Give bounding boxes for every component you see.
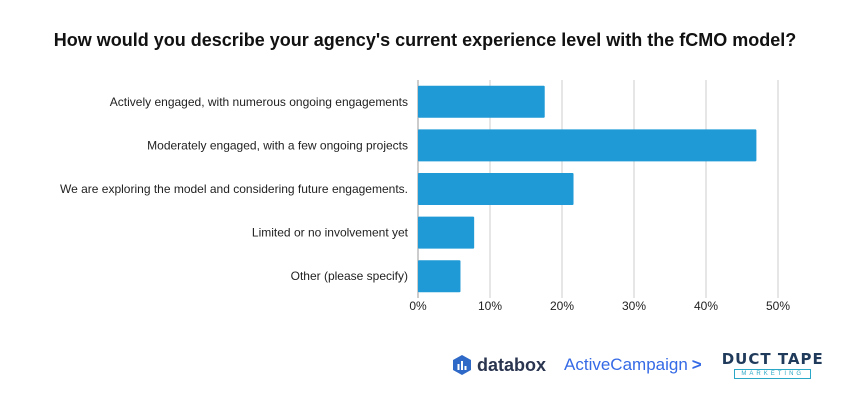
category-label: Actively engaged, with numerous ongoing …	[110, 95, 408, 109]
duct-tape-logo-text: DUCT TAPE	[721, 349, 824, 368]
bar	[418, 85, 545, 118]
x-tick-label: 20%	[550, 299, 574, 313]
x-tick-label: 30%	[622, 299, 646, 313]
x-tick-label: 40%	[694, 299, 718, 313]
bar	[418, 173, 574, 205]
bar-chart: Actively engaged, with numerous ongoing …	[60, 80, 790, 313]
bar	[418, 216, 475, 249]
x-tick-label: 10%	[478, 299, 502, 313]
x-tick-labels: 0% 10% 20% 30% 40% 50%	[409, 299, 790, 313]
x-tick-label: 0%	[409, 299, 427, 313]
category-label: Other (please specify)	[291, 269, 408, 283]
bar	[418, 260, 461, 293]
duct-tape-marketing-logo: DUCT TAPE MARKETING	[721, 349, 824, 379]
chart-title: How would you describe your agency's cur…	[53, 30, 797, 50]
chevron-right-icon: >	[691, 355, 702, 374]
category-label: Moderately engaged, with a few ongoing p…	[147, 138, 408, 152]
category-labels: Actively engaged, with numerous ongoing …	[60, 95, 409, 283]
databox-logo: databox	[452, 354, 546, 376]
x-tick-label: 50%	[766, 299, 790, 313]
logo-row: databox ActiveCampaign > DUCT TAPE MARKE…	[452, 349, 824, 379]
activecampaign-logo-text: ActiveCampaign	[564, 355, 688, 374]
databox-logo-text: databox	[477, 354, 547, 375]
activecampaign-logo: ActiveCampaign >	[564, 355, 702, 375]
marketing-logo-text: MARKETING	[734, 368, 812, 379]
category-label: We are exploring the model and consideri…	[60, 182, 408, 196]
category-label: Limited or no involvement yet	[252, 226, 409, 240]
databox-icon	[453, 355, 471, 375]
bar	[418, 129, 757, 162]
bars	[418, 85, 757, 293]
